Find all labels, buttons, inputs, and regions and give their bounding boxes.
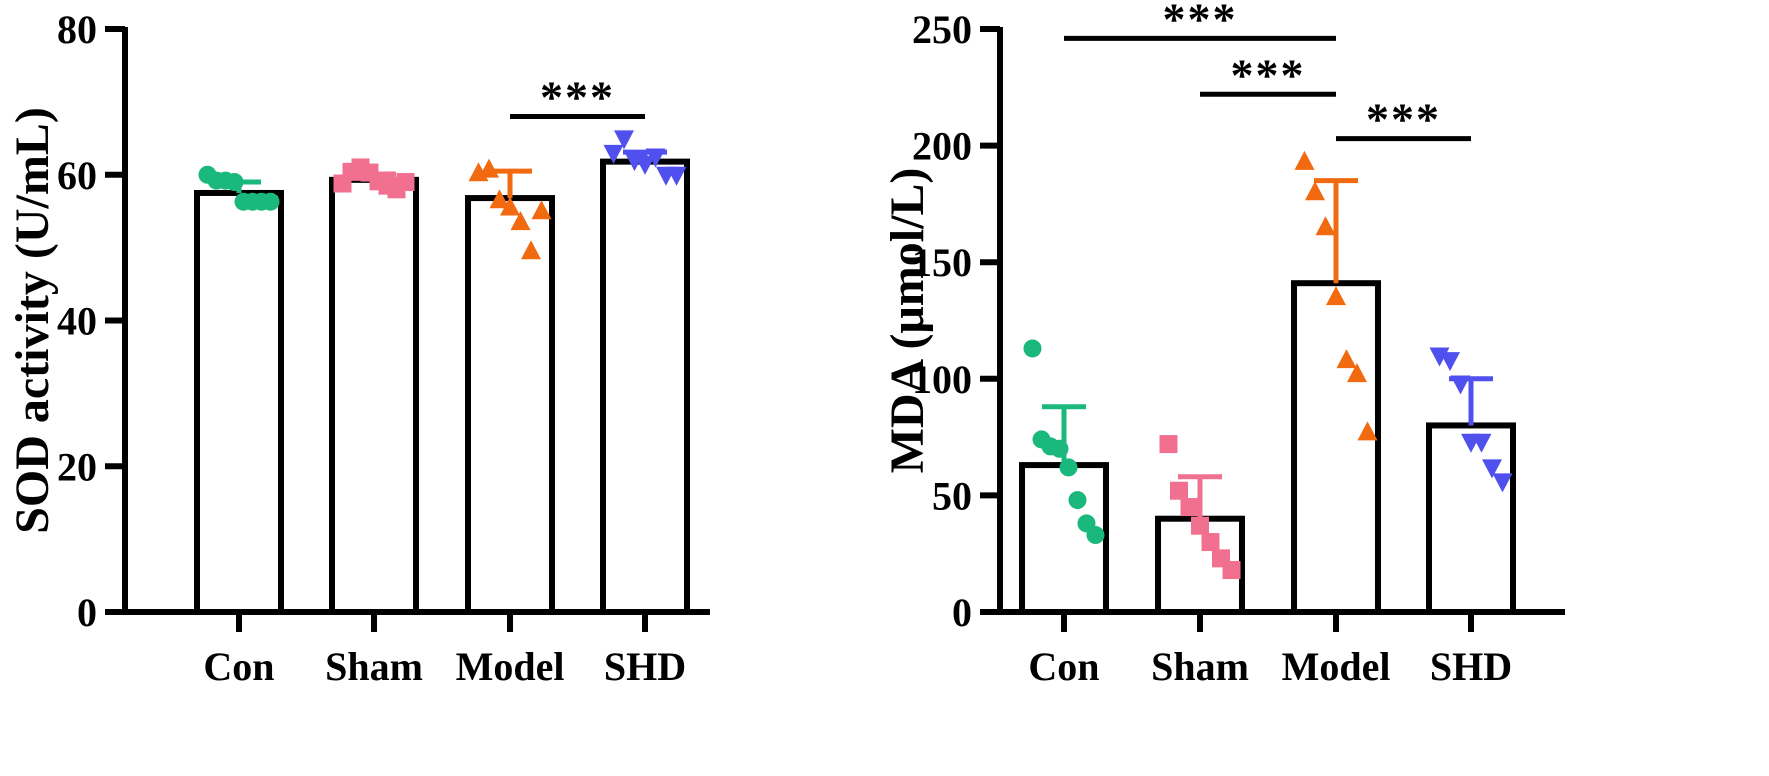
point-model-5: [1347, 363, 1367, 383]
y-tick-label: 150: [912, 240, 972, 285]
x-tick-label-con: Con: [1028, 644, 1099, 689]
point-con-0: [1023, 339, 1042, 358]
bar-con: [194, 189, 284, 615]
y-tick-label: 100: [912, 357, 972, 402]
point-shd-1: [614, 130, 634, 150]
y-tick-label: 20: [57, 444, 97, 489]
point-sham-2: [1180, 498, 1199, 517]
y-tick-label: 0: [77, 590, 97, 635]
point-model-3: [1326, 286, 1346, 306]
point-model-6: [1357, 421, 1378, 441]
point-model-6: [531, 200, 552, 220]
point-con-7: [1086, 526, 1105, 545]
point-sham-1: [1170, 481, 1188, 500]
point-sham-4: [1201, 533, 1220, 552]
point-model-2: [489, 189, 510, 209]
point-model-1: [1305, 181, 1325, 201]
bar-shd: [600, 158, 690, 615]
point-con-5: [1068, 491, 1087, 510]
y-tick-label: 0: [952, 590, 972, 635]
y-tick-label: 250: [912, 7, 972, 52]
chart-mda: 0 50 100 150 200 250 Con Sham Model SHD MDA (μmol/…: [881, 0, 1565, 689]
point-shd-6: [666, 166, 687, 186]
y-tick-label: 80: [57, 7, 97, 52]
point-sham-7: [396, 173, 415, 192]
significance-label: ***: [1366, 94, 1441, 145]
point-sham-3: [1191, 516, 1209, 535]
point-shd-0: [603, 144, 624, 164]
point-shd-4: [1471, 433, 1492, 453]
y-tick-label: 60: [57, 153, 97, 198]
point-shd-4: [645, 148, 666, 168]
x-tick-label-shd: SHD: [1430, 644, 1512, 689]
point-shd-5: [1482, 459, 1502, 479]
x-tick-label-model: Model: [456, 644, 565, 689]
point-sham-6: [1222, 561, 1241, 580]
x-tick-label-sham: Sham: [1151, 644, 1249, 689]
point-shd-3: [635, 155, 655, 175]
point-model-0: [1294, 150, 1315, 170]
chart-sod: 0 20 40 60 80 Con Sham Model SHD SOD activity (U/…: [6, 7, 710, 689]
point-shd-2: [1450, 375, 1471, 395]
bar-model: [465, 195, 555, 615]
y-tick-label: 40: [57, 299, 97, 344]
y-axis-title: SOD activity (U/mL): [6, 107, 59, 534]
point-con-7: [261, 192, 280, 211]
y-tick-label: 200: [912, 124, 972, 169]
x-tick-label-shd: SHD: [604, 644, 686, 689]
point-shd-1: [1440, 352, 1460, 372]
point-model-5: [521, 240, 541, 260]
point-con-3: [1050, 439, 1069, 458]
bar-model: [1291, 280, 1381, 615]
point-sham-0: [1159, 435, 1178, 454]
y-axis-title: MDA (μmol/L): [881, 168, 934, 474]
point-model-4: [1336, 349, 1357, 369]
point-con-3: [225, 173, 244, 192]
point-model-2: [1315, 216, 1336, 236]
x-tick-label-sham: Sham: [325, 644, 423, 689]
point-model-4: [510, 211, 531, 231]
bar-shd: [1426, 422, 1516, 615]
y-tick-label: 50: [932, 473, 972, 518]
significance-label: ***: [1163, 0, 1238, 44]
point-shd-6: [1492, 473, 1513, 493]
x-tick-label-model: Model: [1282, 644, 1391, 689]
significance-label: ***: [1231, 49, 1306, 100]
point-model-1: [479, 158, 499, 178]
x-tick-label-con: Con: [203, 644, 274, 689]
significance-label: ***: [540, 71, 615, 122]
point-con-4: [1059, 458, 1078, 477]
bar-sham: [329, 176, 419, 615]
point-model-3: [500, 196, 520, 216]
